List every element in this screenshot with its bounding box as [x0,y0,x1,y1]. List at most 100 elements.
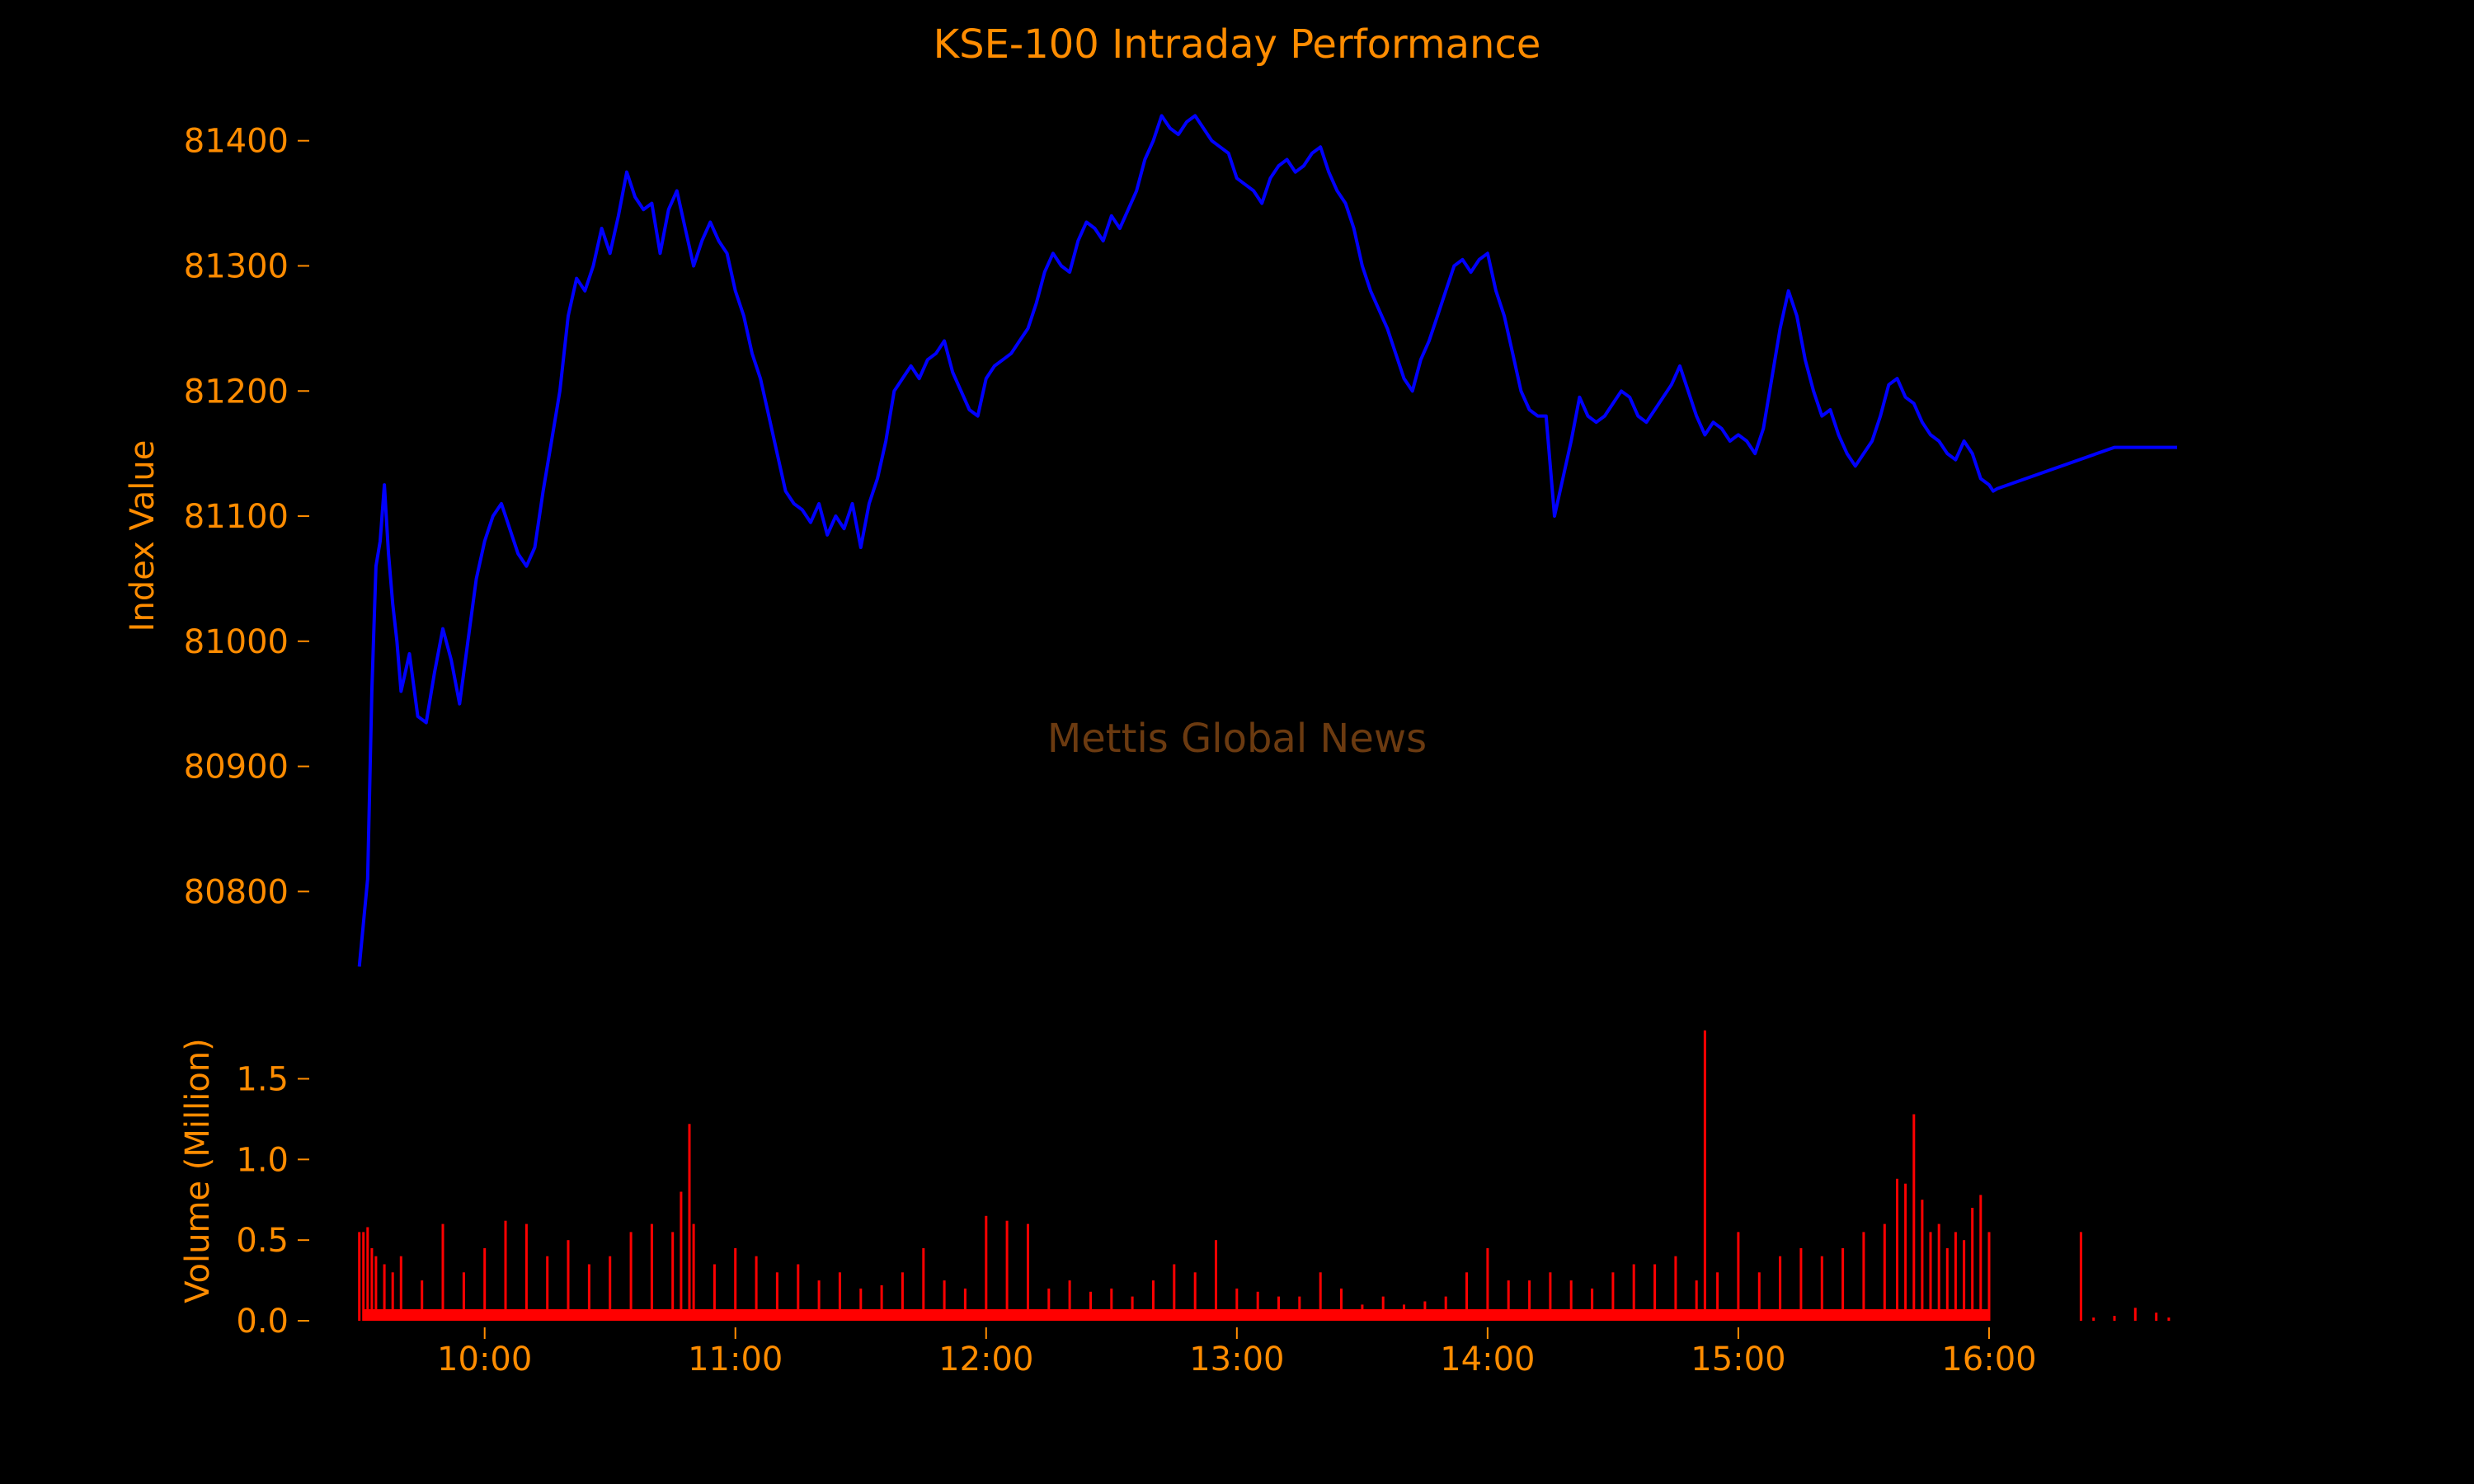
volume-bar [1277,1296,1280,1321]
price-y-tick-label: 80800 [184,873,289,911]
volume-bar [688,1124,691,1321]
volume-bar [1381,1296,1385,1321]
x-tick-label: 11:00 [688,1341,783,1378]
price-y-tick-label: 81100 [184,498,289,536]
volume-bar [483,1247,487,1321]
price-y-tick-label: 80900 [184,749,289,787]
volume-bar [943,1280,946,1321]
price-y-tick-label: 81400 [184,123,289,161]
volume-bar [1131,1296,1134,1321]
volume-bar [1591,1288,1594,1321]
volume-bar [1979,1195,1982,1321]
volume-bar [775,1272,778,1321]
volume-bar [1298,1296,1301,1321]
x-tick-label: 15:00 [1691,1341,1785,1378]
volume-y-ticks: 0.0 0.5 1.0 1.5 [236,1060,309,1341]
volume-plot-area [358,1030,2171,1321]
volume-y-tick-label: 0.5 [236,1222,289,1260]
volume-bar [2113,1316,2116,1321]
volume-bar [358,1232,361,1321]
volume-bar [1963,1240,1966,1321]
price-y-tick-label: 81000 [184,623,289,661]
price-y-tick-label: 81300 [184,247,289,285]
volume-bar [713,1264,716,1321]
volume-bar [1193,1272,1197,1321]
x-tick-label: 12:00 [938,1341,1033,1378]
volume-bar [1256,1291,1259,1321]
volume-bar [1716,1272,1719,1321]
volume-bar [1444,1296,1447,1321]
volume-bar [922,1247,925,1321]
volume-bar [859,1288,863,1321]
volume-bar [1779,1256,1782,1321]
volume-bar [755,1256,758,1321]
volume-bar [650,1223,653,1321]
volume-bar [1921,1200,1924,1321]
x-tick-label: 16:00 [1941,1341,2036,1378]
volume-bar [1005,1220,1009,1321]
volume-bar [1152,1280,1155,1321]
volume-bar [370,1247,374,1321]
volume-bar [629,1232,633,1321]
volume-bar [1047,1288,1051,1321]
volume-bar [963,1288,967,1321]
volume-bar [797,1264,800,1321]
volume-y-tick-label: 1.0 [236,1141,289,1179]
volume-bar [399,1256,402,1321]
volume-bar [1027,1223,1029,1321]
volume-bar [1841,1247,1845,1321]
volume-bar [692,1223,695,1321]
volume-bar [1611,1272,1615,1321]
volume-bar [1757,1272,1761,1321]
volume-bar [546,1256,549,1321]
volume-bar [1089,1291,1092,1321]
volume-axis-label: Volume (Million) [179,1038,217,1303]
price-y-tick-label: 81200 [184,373,289,411]
volume-bar [1110,1288,1113,1321]
volume-bar [1173,1264,1176,1321]
watermark-text: Mettis Global News [1047,716,1427,762]
volume-bar [1319,1272,1322,1321]
volume-bar [1215,1240,1217,1321]
volume-bar [1068,1280,1071,1321]
volume-bar [609,1256,612,1321]
volume-bar [1971,1208,1974,1321]
volume-bar [1695,1280,1698,1321]
volume-bar [1340,1288,1343,1321]
volume-bar [1486,1247,1489,1321]
volume-bar [524,1223,528,1321]
volume-bar [1883,1223,1886,1321]
volume-bar [1569,1280,1573,1321]
price-plot-area [357,114,2177,967]
volume-bar [1703,1030,1706,1321]
volume-bar [1987,1232,1991,1321]
volume-bar [1954,1232,1957,1321]
volume-bar [1737,1232,1740,1321]
volume-bar [2133,1308,2137,1321]
volume-bar [1896,1178,1898,1321]
x-tick-label: 13:00 [1189,1341,1284,1378]
volume-y-tick-label: 1.5 [236,1060,289,1098]
x-tick-label: 10:00 [437,1341,532,1378]
volume-bar [567,1240,570,1321]
volume-bar [2092,1317,2095,1321]
volume-bar [1912,1114,1916,1321]
volume-bar [838,1272,841,1321]
price-y-ticks: 80800 80900 81000 81100 81200 81300 81400 [184,123,309,911]
volume-bar [1904,1183,1907,1321]
volume-bar [1528,1280,1531,1321]
volume-bar [985,1215,988,1321]
price-axis-label: Index Value [124,440,162,632]
volume-bar [441,1223,444,1321]
volume-bar [383,1264,386,1321]
volume-bar [1862,1232,1865,1321]
volume-bar [1549,1272,1552,1321]
volume-bar [1632,1264,1635,1321]
volume-bar [671,1232,675,1321]
volume-bar [1465,1272,1468,1321]
x-tick-label: 14:00 [1440,1341,1535,1378]
volume-bar [1929,1232,1932,1321]
time-x-ticks: 10:00 11:00 12:00 13:00 14:00 15:00 16:00 [437,1327,2037,1378]
volume-bar [421,1280,424,1321]
